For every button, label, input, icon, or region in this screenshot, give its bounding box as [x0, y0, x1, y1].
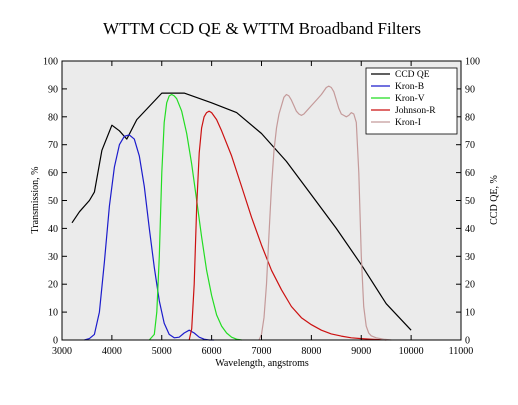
x-tick-label: 11000	[449, 346, 474, 357]
series-line-johnson-r	[188, 110, 387, 341]
x-tick-label: 4000	[102, 346, 122, 357]
y-tick-label-left: 50	[48, 196, 58, 207]
y-tick-label-right: 80	[465, 112, 475, 123]
legend: CCD QE Kron-B Kron-V Johnson-R Kron-I	[365, 67, 458, 135]
y-tick-label-right: 0	[465, 336, 470, 347]
y-tick-label-right: 70	[465, 140, 475, 151]
series-layer	[71, 85, 412, 341]
chart-title: WTTM CCD QE & WTTM Broadband Filters	[103, 19, 421, 38]
y-tick-label-right: 20	[465, 280, 475, 291]
x-tick-label: 10000	[399, 346, 424, 357]
series-line-ccd-qe	[71, 92, 412, 331]
y-tick-label-left: 60	[48, 168, 58, 179]
x-tick-label: 7000	[252, 346, 272, 357]
x-axis-label: Wavelength, angstroms	[215, 358, 309, 369]
legend-label-ccd-qe: CCD QE	[395, 70, 430, 80]
legend-box	[365, 67, 458, 135]
y-tick-label-left: 10	[48, 308, 58, 319]
y-tick-label-left: 70	[48, 140, 58, 151]
x-tick-label: 3000	[52, 346, 72, 357]
series-line-kron-b	[84, 134, 215, 341]
legend-label-johnson-r: Johnson-R	[395, 106, 436, 116]
y-tick-label-left: 90	[48, 84, 58, 95]
y-tick-label-left: 40	[48, 224, 58, 235]
legend-label-kron-i: Kron-I	[395, 118, 421, 128]
y-tick-label-left: 80	[48, 112, 58, 123]
y-tick-label-left: 0	[53, 336, 58, 347]
y-axis-label-right: CCD QE, %	[489, 175, 500, 225]
y-tick-label-left: 100	[43, 57, 58, 68]
x-tick-label: 9000	[351, 346, 371, 357]
series-line-kron-v	[148, 93, 242, 341]
y-tick-label-right: 10	[465, 308, 475, 319]
y-tick-label-right: 50	[465, 196, 475, 207]
x-tick-label: 5000	[152, 346, 172, 357]
series-line-kron-i	[258, 85, 392, 341]
y-axis-label-left: Transmission, %	[30, 167, 41, 234]
x-tick-label: 6000	[202, 346, 222, 357]
y-tick-label-right: 60	[465, 168, 475, 179]
y-tick-label-left: 30	[48, 252, 58, 263]
y-tick-label-right: 100	[465, 57, 480, 68]
y-tick-label-right: 30	[465, 252, 475, 263]
y-tick-label-left: 20	[48, 280, 58, 291]
legend-label-kron-v: Kron-V	[395, 94, 425, 104]
x-tick-label: 8000	[301, 346, 321, 357]
legend-label-kron-b: Kron-B	[395, 82, 424, 92]
y-tick-label-right: 40	[465, 224, 475, 235]
y-tick-label-right: 90	[465, 84, 475, 95]
